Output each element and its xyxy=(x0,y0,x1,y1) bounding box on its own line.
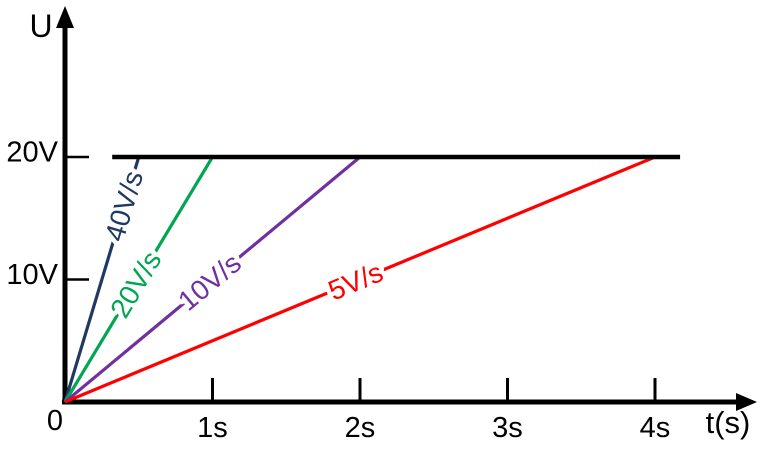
axes: Ut(s) 0 xyxy=(29,6,757,440)
y-tick-label: 10V xyxy=(6,259,58,291)
series-line-ramp-10V-per-s xyxy=(63,155,362,404)
x-axis-title: t(s) xyxy=(706,405,751,440)
y-tick-label: 20V xyxy=(6,137,58,169)
x-axis-arrow-icon xyxy=(736,393,757,411)
x-tick-label: 1s xyxy=(197,412,228,444)
series-line-ramp-40V-per-s xyxy=(63,156,141,403)
x-tick-label: 3s xyxy=(492,412,523,444)
y-axis-arrow-icon xyxy=(56,6,74,28)
y-axis-title: U xyxy=(29,8,52,44)
origin-label: 0 xyxy=(47,405,63,437)
series-lines xyxy=(63,154,681,404)
x-tick-label: 4s xyxy=(640,412,671,444)
x-tick-label: 2s xyxy=(345,412,376,444)
series-line-ramp-20V-per-s xyxy=(63,156,214,403)
ticks: 1s 2s 3s 4s 10V 20V xyxy=(6,137,670,445)
series-line-ramp-5V-per-s xyxy=(64,155,656,404)
